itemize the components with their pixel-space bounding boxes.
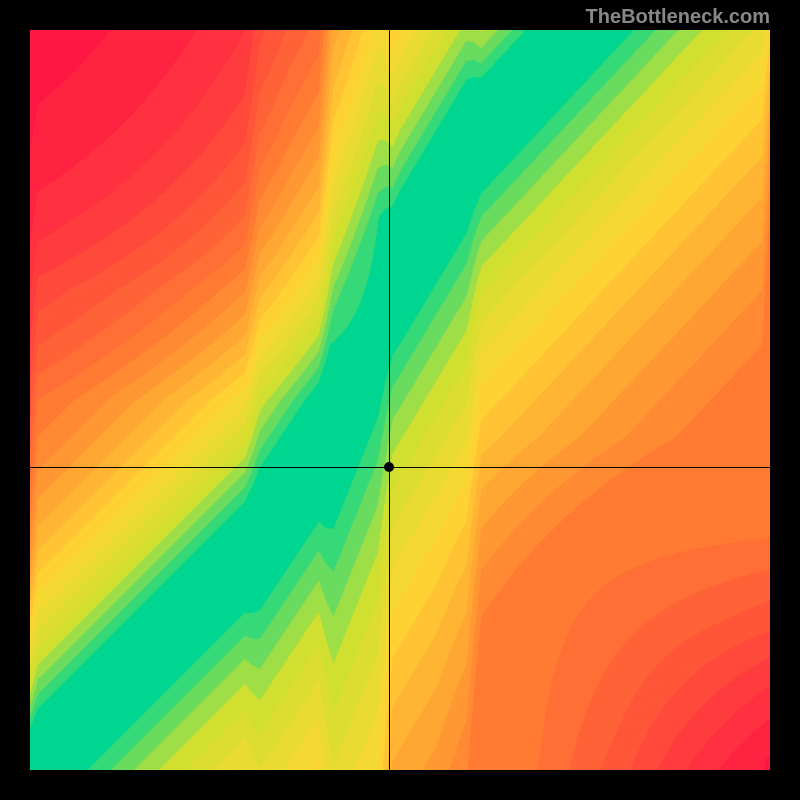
- heatmap-canvas: [30, 30, 770, 770]
- crosshair-vertical: [389, 30, 390, 770]
- plot-area: [30, 30, 770, 770]
- marker-dot: [384, 462, 394, 472]
- crosshair-horizontal: [30, 467, 770, 468]
- chart-container: TheBottleneck.com: [0, 0, 800, 800]
- watermark-text: TheBottleneck.com: [586, 6, 770, 29]
